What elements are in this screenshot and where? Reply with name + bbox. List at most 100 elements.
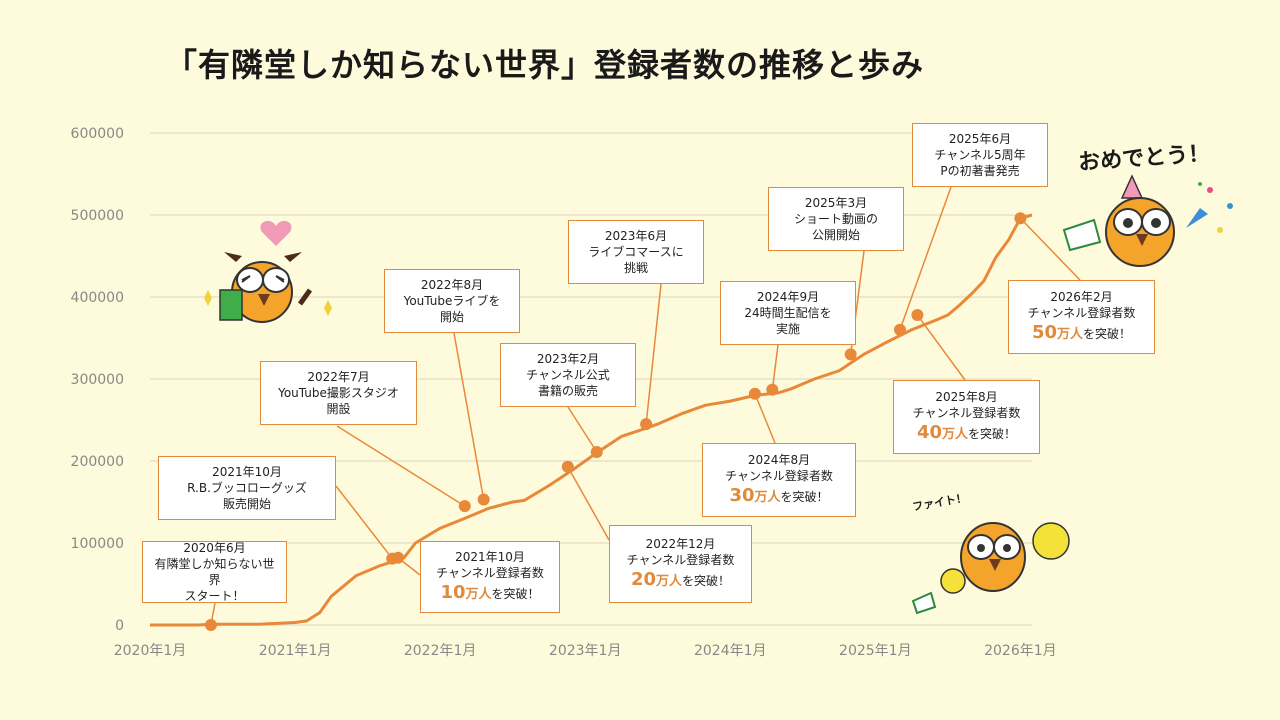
y-tick-labels: 600000 500000 400000 300000 200000 100000 0 xyxy=(71,126,124,634)
data-marker xyxy=(561,460,574,473)
event-callout: 2021年10月 チャンネル登録者数 10万人を突破！ xyxy=(420,541,560,613)
data-marker xyxy=(640,418,653,431)
x-tick-label: 2020年1月 xyxy=(114,643,187,659)
callout-line: スタート！ xyxy=(184,589,245,604)
event-callout: 2023年6月 ライブコマースに 挑戦 xyxy=(568,220,704,284)
y-tick-label: 400000 xyxy=(71,290,124,306)
milestone-suffix: を突破！ xyxy=(780,490,829,505)
callout-line: チャンネル登録者数 xyxy=(912,405,1021,420)
milestone-suffix: を突破！ xyxy=(968,427,1017,442)
event-callout: 2022年8月 YouTubeライブを 開始 xyxy=(384,269,520,333)
leader-line xyxy=(335,485,393,560)
x-tick-label: 2024年1月 xyxy=(694,643,767,659)
callout-date: 2023年2月 xyxy=(536,351,600,366)
callout-line: 実施 xyxy=(775,322,800,337)
y-tick-label: 300000 xyxy=(71,372,124,388)
callout-milestone: 10万人を突破！ xyxy=(427,581,553,605)
y-tick-label: 600000 xyxy=(71,126,124,142)
callout-date: 2022年7月 xyxy=(307,369,370,384)
callout-line: Pの初著書発売 xyxy=(940,164,1020,179)
milestone-number: 10 xyxy=(440,582,466,604)
data-marker xyxy=(766,383,779,396)
callout-line: R.B.ブッコローグッズ xyxy=(187,480,307,495)
callout-line: 販売開始 xyxy=(222,497,271,512)
milestone-number: 20 xyxy=(630,569,657,591)
milestone-number: 40 xyxy=(916,422,943,444)
event-callout: 2023年2月 チャンネル公式 書籍の販売 xyxy=(500,343,636,407)
event-callout: 2025年6月 チャンネル5周年 Pの初著書発売 xyxy=(912,123,1048,187)
data-marker xyxy=(911,309,924,322)
owl-mascot-celebrate-icon xyxy=(1062,174,1233,267)
leader-line xyxy=(771,344,779,390)
callout-line: チャンネル登録者数 xyxy=(626,552,735,567)
callout-line: ライブコマースに xyxy=(588,244,684,259)
milestone-number: 30 xyxy=(729,485,755,507)
data-marker xyxy=(893,323,906,336)
x-tick-label: 2021年1月 xyxy=(259,643,332,659)
callout-date: 2024年8月 xyxy=(747,452,811,467)
x-tick-label: 2023年1月 xyxy=(549,643,622,659)
callout-date: 2020年6月 xyxy=(183,540,246,555)
callout-date: 2023年6月 xyxy=(604,228,668,243)
data-marker xyxy=(458,500,471,513)
callout-milestone: 40万人を突破！ xyxy=(900,421,1033,445)
y-tick-label: 100000 xyxy=(71,536,124,552)
callout-line: ショート動画の xyxy=(793,211,878,226)
milestone-unit: 万人 xyxy=(656,574,683,590)
milestone-unit: 万人 xyxy=(1057,327,1084,343)
milestone-suffix: を突破！ xyxy=(682,574,731,589)
callout-milestone: 30万人を突破！ xyxy=(709,484,849,508)
data-marker xyxy=(748,387,761,400)
callout-line: YouTubeライブを xyxy=(403,293,501,308)
callout-date: 2026年2月 xyxy=(1050,289,1113,304)
callout-line: 公開開始 xyxy=(811,228,860,243)
milestone-suffix: を突破！ xyxy=(491,587,540,602)
milestone-number: 50 xyxy=(1031,322,1058,344)
callout-milestone: 50万人を突破！ xyxy=(1015,321,1148,345)
y-tick-label: 200000 xyxy=(71,454,124,470)
event-callout: 2026年2月 チャンネル登録者数 50万人を突破！ xyxy=(1008,280,1155,354)
callout-line: 有隣堂しか知らない世界 xyxy=(154,556,275,587)
chart-title: 「有隣堂しか知らない世界」登録者数の推移と歩み xyxy=(165,46,925,84)
leader-line xyxy=(1019,217,1081,281)
leader-line xyxy=(645,283,662,425)
owl-mascot-heart-icon xyxy=(204,220,332,323)
y-tick-label: 500000 xyxy=(71,208,124,224)
data-markers xyxy=(204,212,1027,631)
callout-date: 2025年8月 xyxy=(935,389,998,404)
callout-date: 2021年10月 xyxy=(212,464,282,479)
milestone-suffix: を突破！ xyxy=(1083,327,1132,342)
milestone-unit: 万人 xyxy=(465,587,492,603)
milestone-unit: 万人 xyxy=(942,427,969,443)
callout-line: チャンネル5周年 xyxy=(934,147,1026,162)
data-marker xyxy=(844,348,857,361)
callout-line: YouTube撮影スタジオ xyxy=(278,385,399,400)
x-tick-label: 2022年1月 xyxy=(404,643,477,659)
data-marker xyxy=(477,493,490,506)
leader-line xyxy=(899,186,952,331)
callout-line: チャンネル登録者数 xyxy=(725,468,833,483)
event-callout: 2024年8月 チャンネル登録者数 30万人を突破！ xyxy=(702,443,856,517)
callout-line: 開設 xyxy=(326,402,351,417)
x-tick-label: 2026年1月 xyxy=(984,643,1057,659)
callout-date: 2022年12月 xyxy=(645,536,716,551)
y-tick-label: 0 xyxy=(115,618,124,634)
event-callout: 2024年9月 24時間生配信を 実施 xyxy=(720,281,856,345)
callout-line: 書籍の販売 xyxy=(537,384,598,399)
leader-line xyxy=(336,425,466,507)
callout-line: 24時間生配信を xyxy=(744,305,832,320)
callout-date: 2021年10月 xyxy=(455,549,525,564)
event-callout: 2022年12月 チャンネル登録者数 20万人を突破！ xyxy=(609,525,752,603)
data-marker xyxy=(392,551,405,564)
callout-date: 2024年9月 xyxy=(756,289,820,304)
event-callout: 2022年7月 YouTube撮影スタジオ 開設 xyxy=(260,361,417,425)
data-marker xyxy=(590,445,603,458)
leader-line xyxy=(453,332,485,500)
x-tick-label: 2025年1月 xyxy=(839,643,912,659)
event-callout: 2025年8月 チャンネル登録者数 40万人を突破！ xyxy=(893,380,1040,454)
event-callout: 2025年3月 ショート動画の 公開開始 xyxy=(768,187,904,251)
callout-milestone: 20万人を突破！ xyxy=(616,568,745,592)
leader-line xyxy=(567,466,610,541)
event-callout: 2021年10月 R.B.ブッコローグッズ 販売開始 xyxy=(158,456,336,520)
